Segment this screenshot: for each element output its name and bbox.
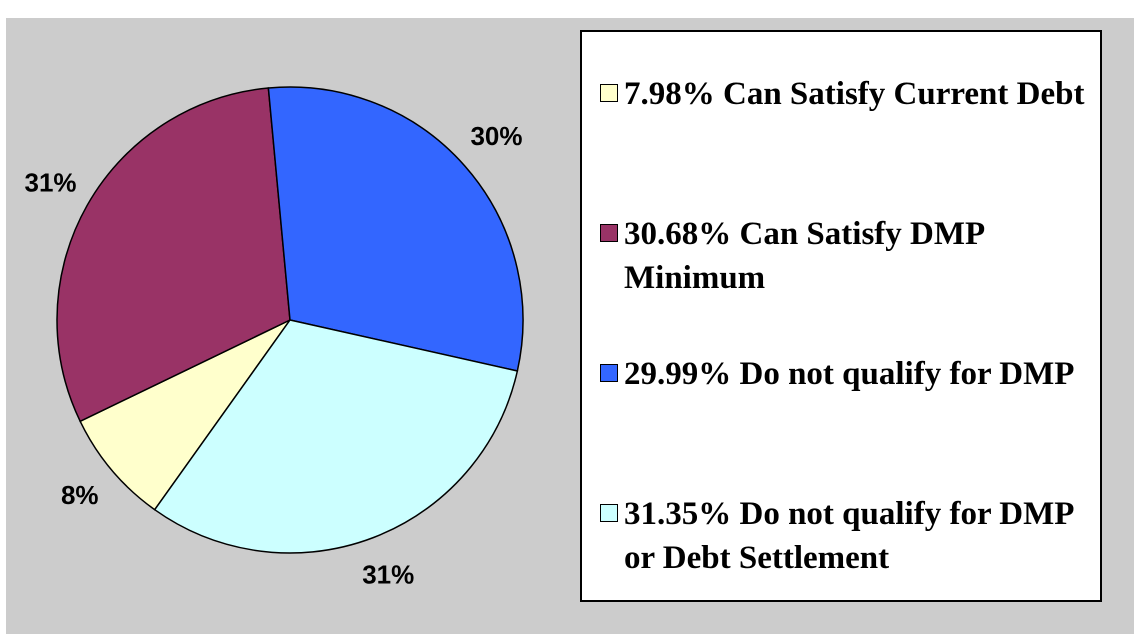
pie-slice [56,87,291,423]
data-label: 31% [362,560,414,590]
legend-item: 31.35% Do not qualify for DMP or Debt Se… [600,492,1090,580]
data-label: 31% [25,168,77,198]
legend-swatch [600,504,618,522]
data-label: 8% [61,480,99,510]
legend-label: 7.98% Can Satisfy Current Debt [624,76,1085,112]
legend-label: 31.35% Do not qualify for DMP or Debt Se… [624,496,1073,576]
legend-label: 29.99% Do not qualify for DMP [624,356,1075,392]
legend-swatch [600,84,618,102]
pie-slice [153,319,519,554]
pie-slice [267,86,524,372]
legend-item: 29.99% Do not qualify for DMP [600,352,1090,396]
data-label: 30% [470,121,522,151]
legend: 7.98% Can Satisfy Current Debt 30.68% Can… [580,30,1102,602]
legend-label: 30.68% Can Satisfy DMP Minimum [624,216,984,296]
legend-swatch [600,224,618,242]
pie-slice [79,319,291,511]
legend-item: 30.68% Can Satisfy DMP Minimum [600,212,1090,300]
legend-item: 7.98% Can Satisfy Current Debt [600,72,1090,116]
legend-swatch [600,364,618,382]
